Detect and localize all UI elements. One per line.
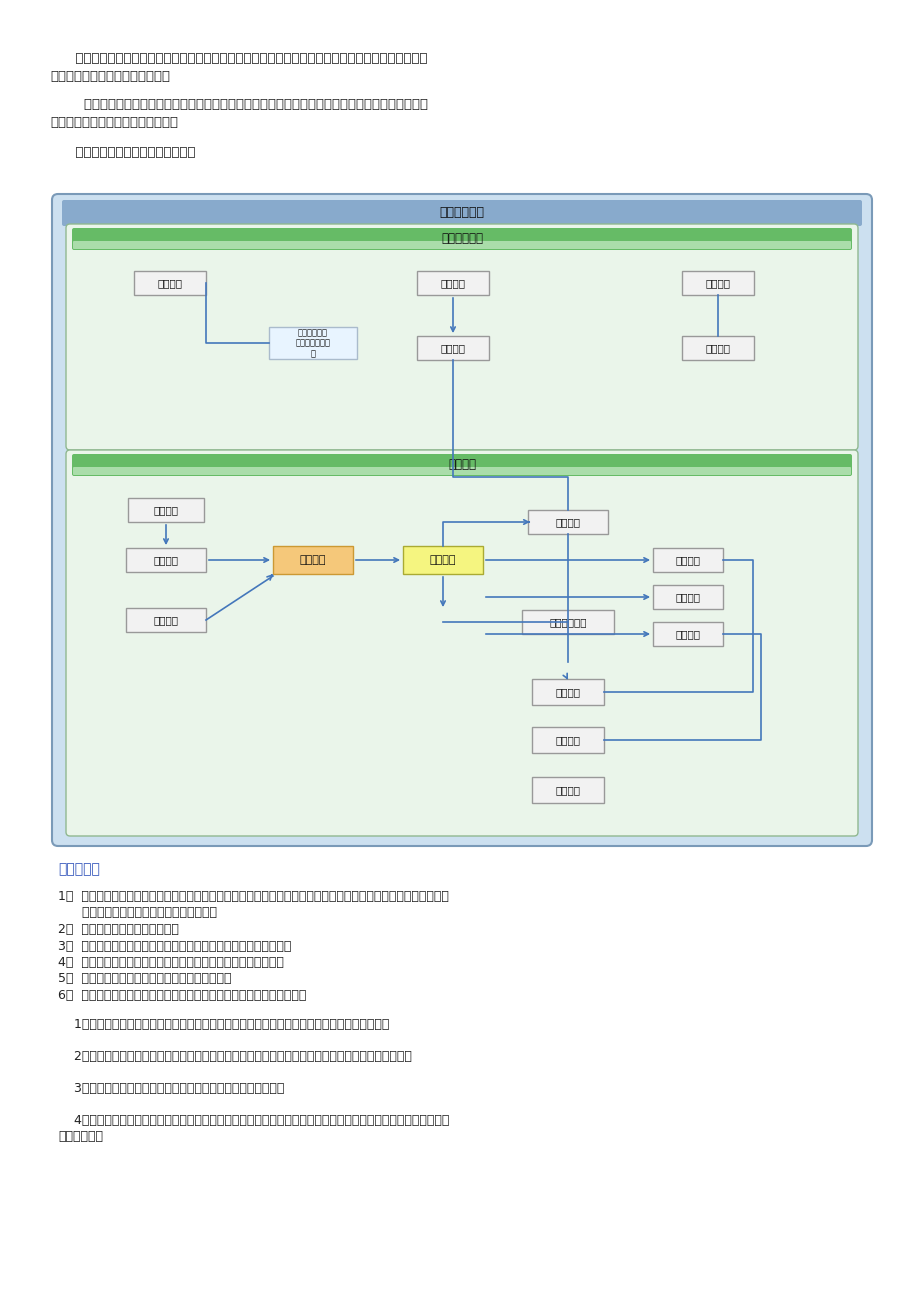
Text: 对会员的积分可通过积分兑换、积分: 对会员的积分可通过积分兑换、积分 bbox=[50, 116, 177, 129]
Bar bbox=[416, 336, 489, 359]
Text: 会员管理是用来管理会员档案，可以录入会员的基本信息和管理信息，对会员进行分类管理并支持会: 会员管理是用来管理会员档案，可以录入会员的基本信息和管理信息，对会员进行分类管理… bbox=[50, 52, 427, 65]
Text: 会员级别: 会员级别 bbox=[157, 279, 182, 288]
FancyBboxPatch shape bbox=[73, 467, 850, 475]
Text: 结转规则: 结转规则 bbox=[705, 279, 730, 288]
Text: 会员信息: 会员信息 bbox=[153, 555, 178, 565]
Text: 合同积分: 合同积分 bbox=[675, 629, 699, 639]
Text: 积分兑换: 积分兑换 bbox=[555, 687, 580, 697]
Text: 积分管理: 积分管理 bbox=[429, 555, 456, 565]
Bar bbox=[126, 608, 206, 631]
Bar bbox=[652, 548, 722, 572]
Text: 社团管理: 社团管理 bbox=[153, 505, 178, 516]
Text: 5、  通过联盟商家功能记录合作伙伴的详细信息。: 5、 通过联盟商家功能记录合作伙伴的详细信息。 bbox=[58, 973, 232, 986]
Text: 普通积分: 普通积分 bbox=[675, 555, 699, 565]
Text: 1）活动积分：对于组织会员参加的活动，公司可制定活动档案并指定参加活动获得的积分数。: 1）活动积分：对于组织会员参加的活动，公司可制定活动档案并指定参加活动获得的积分… bbox=[58, 1017, 389, 1030]
Text: 各公司可维护在管理信息中，允许多个。: 各公司可维护在管理信息中，允许多个。 bbox=[58, 906, 217, 919]
Text: 积分档案: 积分档案 bbox=[440, 342, 465, 353]
Text: 会员管理流程: 会员管理流程 bbox=[439, 207, 484, 220]
Bar bbox=[521, 611, 613, 634]
Bar bbox=[681, 271, 754, 296]
FancyBboxPatch shape bbox=[72, 454, 851, 477]
Text: 会员管理: 会员管理 bbox=[300, 555, 326, 565]
FancyBboxPatch shape bbox=[66, 224, 857, 450]
Bar bbox=[652, 622, 722, 646]
Bar bbox=[126, 548, 206, 572]
Bar bbox=[531, 727, 604, 753]
Bar bbox=[416, 271, 489, 296]
Text: 积分转移: 积分转移 bbox=[555, 785, 580, 796]
Bar bbox=[531, 680, 604, 704]
Text: 结转、积分转移等功能进行管理。: 结转、积分转移等功能进行管理。 bbox=[50, 146, 196, 159]
Text: 积分类型: 积分类型 bbox=[440, 279, 465, 288]
Text: 型对会员积分进行划分，同时通过普通积分、合同积分、活动积分等功能增加和扣除会员的积分，: 型对会员积分进行划分，同时通过普通积分、合同积分、活动积分等功能增加和扣除会员的… bbox=[50, 98, 427, 111]
FancyBboxPatch shape bbox=[66, 450, 857, 836]
Text: 3、  可通过客户转会员功能把客户管理中的个人客户信息转成会员。: 3、 可通过客户转会员功能把客户管理中的个人客户信息转成会员。 bbox=[58, 940, 291, 953]
Text: 2）合同积分：对于已购房的业主，可参照出购房合同，根据设定的条件计算此合同能够获得的积分。: 2）合同积分：对于已购房的业主，可参照出购房合同，根据设定的条件计算此合同能够获… bbox=[58, 1049, 412, 1062]
Bar bbox=[403, 546, 482, 574]
Bar bbox=[528, 510, 607, 534]
Text: 积分计划: 积分计划 bbox=[555, 517, 580, 527]
Text: 联盟商家: 联盟商家 bbox=[153, 615, 178, 625]
Text: 到时通过校据
【会员界面】实
现: 到时通过校据 【会员界面】实 现 bbox=[295, 328, 330, 358]
Text: 兑换规则: 兑换规则 bbox=[705, 342, 730, 353]
FancyBboxPatch shape bbox=[73, 241, 850, 249]
Text: 基础设置流程: 基础设置流程 bbox=[440, 233, 482, 246]
Bar bbox=[134, 271, 206, 296]
Bar bbox=[681, 336, 754, 359]
Text: 除会员积分。: 除会员积分。 bbox=[58, 1130, 103, 1143]
Bar bbox=[652, 585, 722, 609]
Text: 4）积分扣除：可参照积分档案中扣除分类，对会员的积分进行扣除，同时根据参数控制，公司之间也允许进行扣: 4）积分扣除：可参照积分档案中扣除分类，对会员的积分进行扣除，同时根据参数控制，… bbox=[58, 1113, 448, 1126]
Text: 活动积分: 活动积分 bbox=[675, 592, 699, 602]
Bar bbox=[128, 497, 204, 522]
FancyBboxPatch shape bbox=[62, 201, 861, 227]
Bar bbox=[273, 546, 353, 574]
FancyBboxPatch shape bbox=[72, 228, 851, 250]
Text: 员关怀功能，通过内置三种积分类: 员关怀功能，通过内置三种积分类 bbox=[50, 70, 170, 83]
FancyBboxPatch shape bbox=[52, 194, 871, 846]
Text: 流程图说明: 流程图说明 bbox=[58, 862, 100, 876]
Text: 3）普通积分：可直接引用积分档案，审批后增加会员的积分。: 3）普通积分：可直接引用积分档案，审批后增加会员的积分。 bbox=[58, 1082, 284, 1095]
Bar bbox=[531, 777, 604, 803]
Text: 1、  通过各地的置业会成为会员，会员信息可以新增录入，分成基本信息和管理信息，对于集团基本信息只有一个，: 1、 通过各地的置业会成为会员，会员信息可以新增录入，分成基本信息和管理信息，对… bbox=[58, 891, 448, 904]
Text: 积分结转: 积分结转 bbox=[555, 736, 580, 745]
Text: 业务流程: 业务流程 bbox=[448, 458, 475, 471]
Text: 6、  系统内置三种积分的分类，分别为升级积分、活动积分、消费积分。: 6、 系统内置三种积分的分类，分别为升级积分、活动积分、消费积分。 bbox=[58, 990, 306, 1003]
Text: 积分奖励查询: 积分奖励查询 bbox=[549, 617, 586, 628]
Text: 4、  支持通过社团档案节点和社团管理节点对会员进行社团分类。: 4、 支持通过社团档案节点和社团管理节点对会员进行社团分类。 bbox=[58, 956, 284, 969]
Bar bbox=[268, 327, 357, 359]
Text: 2、  签约后的客户自动成为会员。: 2、 签约后的客户自动成为会员。 bbox=[58, 923, 178, 936]
